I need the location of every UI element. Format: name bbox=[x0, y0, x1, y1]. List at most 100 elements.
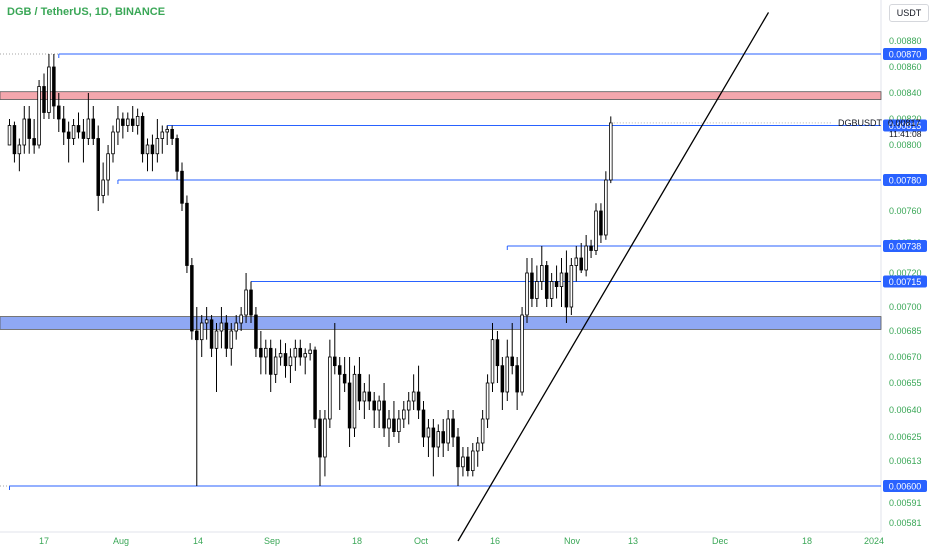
candle bbox=[239, 314, 243, 324]
y-tick-label: 0.00625 bbox=[889, 432, 922, 442]
candle bbox=[96, 138, 100, 196]
x-tick-label: 14 bbox=[193, 536, 203, 546]
zone-1 bbox=[0, 316, 882, 330]
candle bbox=[387, 418, 391, 429]
x-tick-label: 17 bbox=[39, 536, 49, 546]
candle bbox=[594, 210, 598, 251]
candle bbox=[101, 179, 105, 196]
candle bbox=[397, 418, 401, 432]
price-label: 0.00600 bbox=[889, 482, 922, 492]
candle bbox=[347, 382, 352, 429]
candle bbox=[352, 373, 357, 429]
candle bbox=[480, 418, 485, 444]
x-tick-label: 2024 bbox=[864, 536, 884, 546]
candle bbox=[411, 391, 416, 402]
candle bbox=[7, 125, 12, 146]
x-tick-label: Sep bbox=[264, 536, 280, 546]
candle bbox=[530, 272, 534, 299]
x-tick-label: Nov bbox=[564, 536, 581, 546]
candle bbox=[199, 322, 204, 341]
candle bbox=[170, 128, 174, 139]
candle bbox=[544, 265, 549, 299]
candle bbox=[589, 245, 593, 251]
candle bbox=[357, 373, 362, 402]
candle bbox=[165, 128, 169, 133]
candle bbox=[392, 418, 396, 432]
candle bbox=[549, 281, 554, 299]
candle bbox=[574, 257, 579, 266]
candle bbox=[219, 322, 224, 332]
candle bbox=[426, 427, 431, 438]
y-tick-label: 0.00840 bbox=[889, 88, 922, 98]
candle bbox=[12, 125, 17, 155]
symbol-label: DGBUSDT bbox=[838, 118, 883, 128]
candle bbox=[42, 86, 46, 113]
price-label: 0.00780 bbox=[889, 176, 922, 186]
zone-0 bbox=[0, 91, 882, 100]
candle bbox=[175, 138, 179, 172]
candle bbox=[264, 347, 268, 358]
y-tick-label: 0.00700 bbox=[889, 302, 922, 312]
candle bbox=[106, 153, 110, 181]
y-tick-label: 0.00655 bbox=[889, 378, 922, 388]
candle bbox=[61, 118, 66, 133]
candle bbox=[150, 144, 155, 155]
candle bbox=[446, 418, 450, 444]
candle bbox=[323, 418, 327, 458]
candle bbox=[490, 339, 495, 384]
x-tick-label: Oct bbox=[414, 536, 429, 546]
candle bbox=[180, 170, 184, 204]
candle bbox=[599, 210, 603, 236]
candle bbox=[135, 116, 140, 126]
x-tick-label: 16 bbox=[490, 536, 500, 546]
candle bbox=[283, 353, 288, 367]
candle bbox=[337, 365, 342, 375]
candle bbox=[382, 400, 386, 429]
candle bbox=[535, 281, 539, 299]
candle bbox=[185, 202, 189, 266]
candle bbox=[500, 365, 505, 393]
candle bbox=[130, 118, 135, 126]
candle bbox=[510, 356, 514, 367]
price-label-box bbox=[883, 48, 927, 60]
currency-button[interactable]: USDT bbox=[889, 4, 929, 22]
y-tick-label: 0.00820 bbox=[889, 114, 922, 124]
price-label-box bbox=[883, 275, 927, 288]
y-tick-label: 0.00800 bbox=[889, 140, 922, 150]
candle bbox=[471, 450, 475, 472]
candle bbox=[456, 436, 460, 468]
candle bbox=[57, 105, 61, 120]
candle bbox=[328, 356, 332, 420]
y-tick-label: 0.00670 bbox=[889, 352, 922, 362]
price-label: 0.00870 bbox=[889, 50, 922, 60]
x-tick-label: 18 bbox=[352, 536, 362, 546]
candle bbox=[140, 116, 145, 155]
candle bbox=[37, 86, 41, 146]
candle bbox=[268, 347, 273, 375]
candle bbox=[47, 66, 51, 113]
candle bbox=[224, 322, 229, 349]
candle bbox=[116, 118, 120, 133]
candle bbox=[609, 122, 613, 181]
candle bbox=[121, 118, 125, 126]
candle bbox=[76, 125, 81, 133]
y-tick-label: 0.00591 bbox=[889, 498, 922, 508]
candle bbox=[126, 118, 130, 126]
candle bbox=[273, 356, 278, 375]
candle bbox=[402, 409, 406, 420]
candle bbox=[604, 179, 608, 236]
candle bbox=[27, 118, 31, 139]
candle bbox=[540, 265, 544, 282]
candle bbox=[288, 356, 293, 367]
candle bbox=[559, 272, 564, 288]
candle bbox=[195, 330, 199, 341]
candle bbox=[515, 365, 519, 393]
candle bbox=[234, 322, 238, 332]
candle bbox=[584, 245, 588, 271]
candle bbox=[71, 125, 76, 139]
candle bbox=[22, 118, 27, 146]
candle bbox=[204, 319, 209, 324]
candle bbox=[416, 391, 421, 411]
candle bbox=[520, 314, 524, 393]
